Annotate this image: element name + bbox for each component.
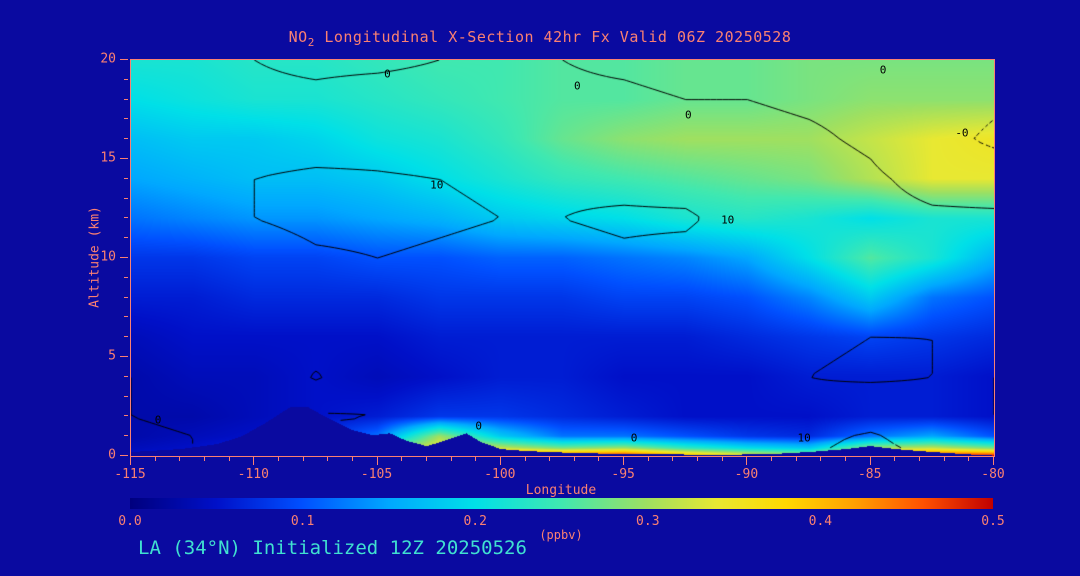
- axis-tick: [124, 197, 128, 199]
- axis-tick: [277, 457, 279, 461]
- tick-label: -100: [484, 467, 516, 482]
- tick-label: 5: [108, 348, 116, 364]
- contour-label: 0: [384, 67, 391, 81]
- colorbar-units: (ppbv): [539, 528, 583, 542]
- contour-label: 0: [630, 431, 638, 445]
- axis-tick: [124, 415, 128, 417]
- axis-tick: [154, 457, 156, 461]
- tick-label: 20: [100, 51, 116, 67]
- axis-tick: [524, 457, 526, 461]
- colorbar-tick-label: 0.5: [981, 514, 1005, 529]
- axis-tick: [450, 457, 452, 461]
- axis-tick: [968, 457, 970, 461]
- axis-tick: [351, 457, 353, 461]
- tick-label: 15: [100, 150, 116, 166]
- axis-tick: [124, 118, 128, 120]
- colorbar-tick-label: 0.3: [636, 514, 660, 529]
- axis-tick: [795, 457, 797, 461]
- axis-tick: [120, 257, 128, 258]
- axis-tick: [376, 457, 378, 465]
- axis-tick: [771, 457, 773, 461]
- chart-title: NO2 Longitudinal X-Section 42hr Fx Valid…: [0, 28, 1080, 49]
- tick-label: -115: [114, 467, 146, 482]
- axis-tick: [598, 457, 600, 461]
- axis-tick: [120, 356, 128, 357]
- axis-tick: [124, 138, 128, 140]
- axis-tick: [120, 158, 128, 159]
- axis-tick: [327, 457, 329, 461]
- contour-label: 0: [154, 413, 162, 427]
- axis-tick: [124, 276, 128, 278]
- axis-tick: [124, 177, 128, 179]
- axis-tick: [124, 296, 128, 298]
- axis-tick: [124, 217, 128, 219]
- contour-label: -0: [955, 126, 969, 140]
- axis-tick: [672, 457, 674, 461]
- axis-tick: [120, 455, 128, 456]
- title-text: Longitudinal X-Section 42hr Fx Valid 06Z…: [314, 28, 792, 46]
- axis-tick: [124, 78, 128, 80]
- contour-label: 0: [879, 63, 887, 77]
- axis-tick: [746, 457, 748, 465]
- tick-label: -95: [611, 467, 635, 482]
- init-label: LA (34°N) Initialized 12Z 20250526: [138, 537, 527, 559]
- colorbar-tick-label: 0.1: [290, 514, 315, 529]
- axis-tick: [820, 457, 822, 461]
- title-species-subscript: 2: [307, 36, 315, 49]
- tick-label: -105: [360, 467, 393, 482]
- axis-tick: [124, 395, 128, 397]
- tick-label: -85: [857, 467, 882, 482]
- axis-tick: [623, 457, 625, 465]
- axis-tick: [425, 457, 427, 461]
- contour-label: 0: [475, 419, 482, 433]
- axis-tick: [124, 375, 128, 377]
- contour-label: 10: [721, 213, 735, 227]
- axis-tick: [549, 457, 551, 461]
- axis-tick: [401, 457, 403, 461]
- colorbar-tick-label: 0.4: [808, 514, 833, 529]
- axis-tick: [647, 457, 649, 461]
- tick-label: -90: [734, 467, 759, 482]
- contour-label: 10: [430, 178, 444, 192]
- contour-label: 0: [684, 108, 692, 122]
- xsection-plot: 0 0 0 0 -0 10 10 0 0 0 10: [130, 59, 995, 457]
- xsection-canvas: [131, 60, 994, 456]
- axis-tick: [993, 457, 994, 465]
- axis-tick: [697, 457, 699, 461]
- axis-tick: [124, 336, 128, 338]
- axis-tick: [130, 457, 131, 465]
- axis-tick: [919, 457, 921, 461]
- title-species: NO: [288, 28, 308, 46]
- colorbar-tick-label: 0.0: [118, 514, 142, 529]
- tick-label: -110: [237, 467, 269, 482]
- colorbar-tick-label: 0.2: [463, 514, 487, 529]
- axis-tick: [228, 457, 230, 461]
- axis-tick: [894, 457, 896, 461]
- axis-tick: [124, 98, 128, 100]
- axis-tick: [721, 457, 723, 461]
- axis-tick: [253, 457, 255, 465]
- tick-label: 10: [100, 249, 116, 265]
- tick-label: 0: [108, 447, 116, 463]
- contour-label: 10: [797, 431, 811, 445]
- axis-tick: [203, 457, 205, 461]
- axis-tick: [475, 457, 477, 461]
- axis-tick: [124, 435, 128, 437]
- axis-tick: [120, 59, 128, 60]
- axis-tick: [124, 237, 128, 239]
- tick-label: -80: [981, 467, 1005, 482]
- axis-tick: [179, 457, 181, 461]
- contour-label: 0: [573, 79, 581, 93]
- axis-tick: [499, 457, 501, 465]
- axis-tick: [943, 457, 945, 461]
- axis-tick: [302, 457, 304, 461]
- axis-tick: [869, 457, 871, 465]
- axis-tick: [573, 457, 575, 461]
- x-axis-label: Longitude: [525, 483, 597, 498]
- axis-tick: [845, 457, 847, 461]
- axis-tick: [124, 316, 128, 318]
- colorbar: [130, 498, 993, 509]
